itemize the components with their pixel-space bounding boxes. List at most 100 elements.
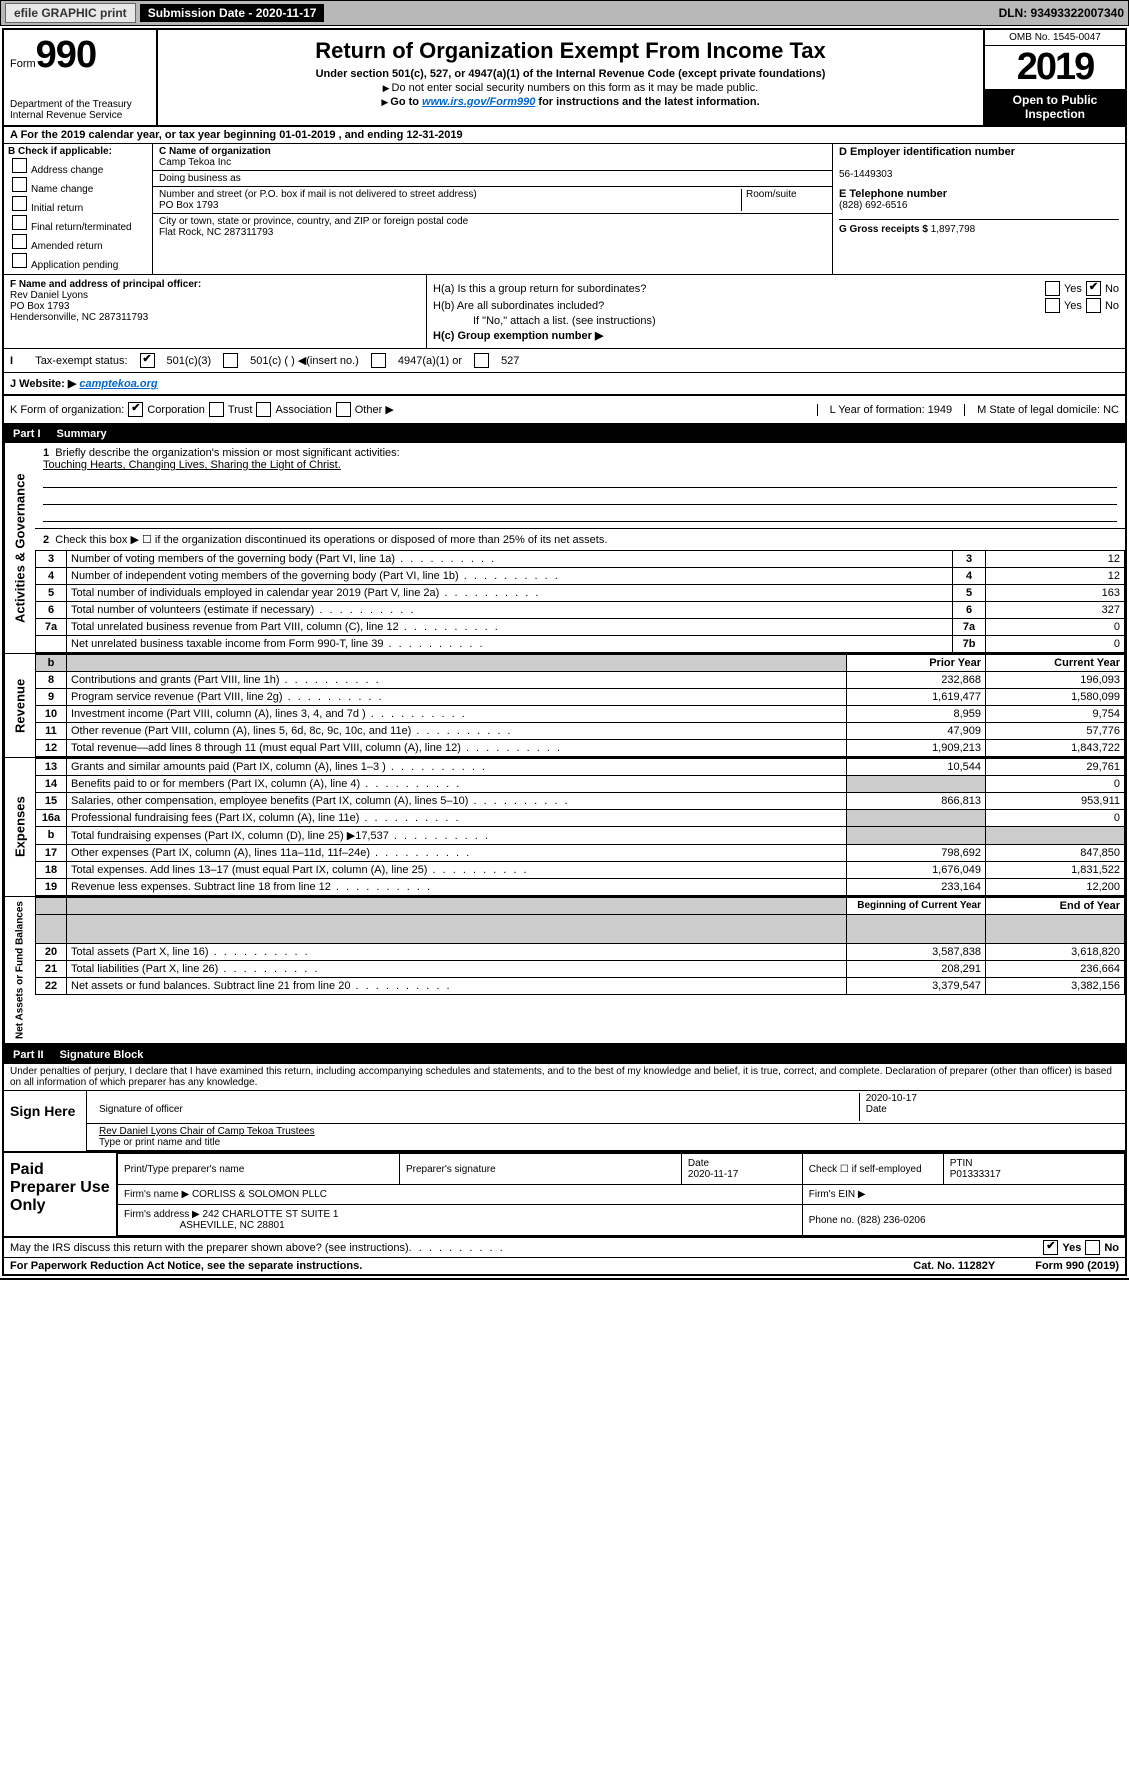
firm-name: CORLISS & SOLOMON PLLC (192, 1189, 327, 1200)
efile-print-button[interactable]: efile GRAPHIC print (5, 3, 136, 23)
table-row: 3Number of voting members of the governi… (36, 551, 1125, 568)
form-title: Return of Organization Exempt From Incom… (164, 38, 977, 64)
side-governance: Activities & Governance (4, 443, 35, 653)
table-row: 13Grants and similar amounts paid (Part … (36, 759, 1125, 776)
table-row: Net unrelated business taxable income fr… (36, 636, 1125, 653)
col-f-officer: F Name and address of principal officer:… (4, 275, 427, 348)
ha-yes[interactable] (1045, 281, 1060, 296)
bottom-whitespace (0, 1278, 1129, 1420)
header-center: Return of Organization Exempt From Incom… (158, 30, 983, 125)
hb-yes[interactable] (1045, 298, 1060, 313)
table-row: 22Net assets or fund balances. Subtract … (36, 978, 1125, 995)
form-990: Form 990 Department of the Treasury Inte… (2, 28, 1127, 1276)
submission-date: Submission Date - 2020-11-17 (140, 4, 325, 22)
sign-here-block: Sign Here Signature of officer 2020-10-1… (4, 1090, 1125, 1153)
table-row: 10Investment income (Part VIII, column (… (36, 706, 1125, 723)
col-c-org-info: C Name of organization Camp Tekoa Inc Do… (153, 144, 833, 274)
form-subtitle: Under section 501(c), 527, or 4947(a)(1)… (164, 68, 977, 80)
chk-527[interactable] (474, 353, 489, 368)
ein-value: 56-1449303 (839, 169, 892, 180)
form-number: 990 (36, 34, 96, 77)
chk-address-change[interactable]: Address change (8, 158, 148, 176)
sign-date: 2020-10-17 (866, 1093, 917, 1104)
dept-treasury: Department of the Treasury Internal Reve… (10, 99, 150, 121)
chk-trust[interactable] (209, 402, 224, 417)
row-a-tax-year: A For the 2019 calendar year, or tax yea… (4, 127, 1125, 144)
tax-year: 2019 (985, 46, 1125, 89)
net-assets-table: Beginning of Current Year End of Year 20… (35, 897, 1125, 995)
cat-no: Cat. No. 11282Y (913, 1260, 995, 1272)
website-link[interactable]: camptekoa.org (79, 378, 157, 390)
hb-no[interactable] (1086, 298, 1101, 313)
side-net: Net Assets or Fund Balances (4, 897, 35, 1043)
header-right: OMB No. 1545-0047 2019 Open to PublicIns… (983, 30, 1125, 125)
table-row: 21Total liabilities (Part X, line 26)208… (36, 961, 1125, 978)
row-i-tax-status: I Tax-exempt status: ✔501(c)(3) 501(c) (… (4, 349, 1125, 373)
perjury-declaration: Under penalties of perjury, I declare th… (4, 1064, 1125, 1090)
chk-name-change[interactable]: Name change (8, 177, 148, 195)
row-j-website: J Website: ▶ camptekoa.org (4, 373, 1125, 396)
top-toolbar: efile GRAPHIC print Submission Date - 20… (0, 0, 1129, 26)
table-row: 6Total number of volunteers (estimate if… (36, 602, 1125, 619)
chk-assoc[interactable] (256, 402, 271, 417)
table-row: 16aProfessional fundraising fees (Part I… (36, 810, 1125, 827)
table-row: 20Total assets (Part X, line 16)3,587,83… (36, 944, 1125, 961)
org-address: PO Box 1793 (159, 200, 218, 211)
side-revenue: Revenue (4, 654, 35, 757)
prep-date: 2020-11-17 (688, 1169, 738, 1180)
table-row: 5Total number of individuals employed in… (36, 585, 1125, 602)
table-row: 19Revenue less expenses. Subtract line 1… (36, 879, 1125, 896)
chk-501c3[interactable]: ✔ (140, 353, 155, 368)
col-d-info: D Employer identification number 56-1449… (833, 144, 1125, 274)
paid-preparer-block: Paid Preparer Use Only Print/Type prepar… (4, 1153, 1125, 1238)
discuss-yes[interactable]: ✔ (1043, 1240, 1058, 1255)
col-h-group: H(a) Is this a group return for subordin… (427, 275, 1125, 348)
firm-addr2: ASHEVILLE, NC 28801 (180, 1220, 285, 1231)
telephone-value: (828) 692-6516 (839, 200, 907, 211)
table-row: 14Benefits paid to or for members (Part … (36, 776, 1125, 793)
form-label: Form (10, 58, 36, 70)
chk-initial-return[interactable]: Initial return (8, 196, 148, 214)
part-2-header: Part II Signature Block (4, 1045, 1125, 1064)
table-row: 7aTotal unrelated business revenue from … (36, 619, 1125, 636)
revenue-table: b Prior Year Current Year 8Contributions… (35, 654, 1125, 757)
open-public-badge: Open to PublicInspection (985, 89, 1125, 125)
state-domicile: M State of legal domicile: NC (964, 404, 1119, 416)
chk-application-pending[interactable]: Application pending (8, 253, 148, 271)
mission-text: Touching Hearts, Changing Lives, Sharing… (43, 459, 341, 471)
table-row: 9Program service revenue (Part VIII, lin… (36, 689, 1125, 706)
governance-table: 3Number of voting members of the governi… (35, 550, 1125, 653)
table-row: bTotal fundraising expenses (Part IX, co… (36, 827, 1125, 845)
table-row: 8Contributions and grants (Part VIII, li… (36, 672, 1125, 689)
table-row: 11Other revenue (Part VIII, column (A), … (36, 723, 1125, 740)
irs-link[interactable]: www.irs.gov/Form990 (422, 96, 535, 108)
chk-amended[interactable]: Amended return (8, 234, 148, 252)
firm-addr1: 242 CHARLOTTE ST SUITE 1 (203, 1209, 339, 1220)
footer-line: For Paperwork Reduction Act Notice, see … (4, 1258, 1125, 1274)
table-row: 15Salaries, other compensation, employee… (36, 793, 1125, 810)
omb-number: OMB No. 1545-0047 (985, 30, 1125, 46)
year-formation: L Year of formation: 1949 (817, 404, 965, 416)
chk-4947[interactable] (371, 353, 386, 368)
chk-other[interactable] (336, 402, 351, 417)
part-1-header: Part I Summary (4, 425, 1125, 443)
gross-receipts: 1,897,798 (931, 224, 976, 235)
firm-phone: (828) 236-0206 (857, 1215, 925, 1226)
discuss-no[interactable] (1085, 1240, 1100, 1255)
chk-501c[interactable] (223, 353, 238, 368)
col-b-checkboxes: B Check if applicable: Address change Na… (4, 144, 153, 274)
discuss-row: May the IRS discuss this return with the… (4, 1238, 1125, 1258)
table-row: 17Other expenses (Part IX, column (A), l… (36, 845, 1125, 862)
table-row: 4Number of independent voting members of… (36, 568, 1125, 585)
chk-final-return[interactable]: Final return/terminated (8, 215, 148, 233)
expenses-table: 13Grants and similar amounts paid (Part … (35, 758, 1125, 896)
dln-label: DLN: 93493322007340 (999, 6, 1124, 20)
chk-corp[interactable]: ✔ (128, 402, 143, 417)
ha-no[interactable]: ✔ (1086, 281, 1101, 296)
header-left: Form 990 Department of the Treasury Inte… (4, 30, 158, 125)
ptin: P01333317 (950, 1169, 1001, 1180)
side-expenses: Expenses (4, 758, 35, 896)
table-row: 18Total expenses. Add lines 13–17 (must … (36, 862, 1125, 879)
officer-name: Rev Daniel Lyons Chair of Camp Tekoa Tru… (99, 1126, 315, 1137)
row-k-form-org: K Form of organization: ✔Corporation Tru… (4, 396, 1125, 425)
